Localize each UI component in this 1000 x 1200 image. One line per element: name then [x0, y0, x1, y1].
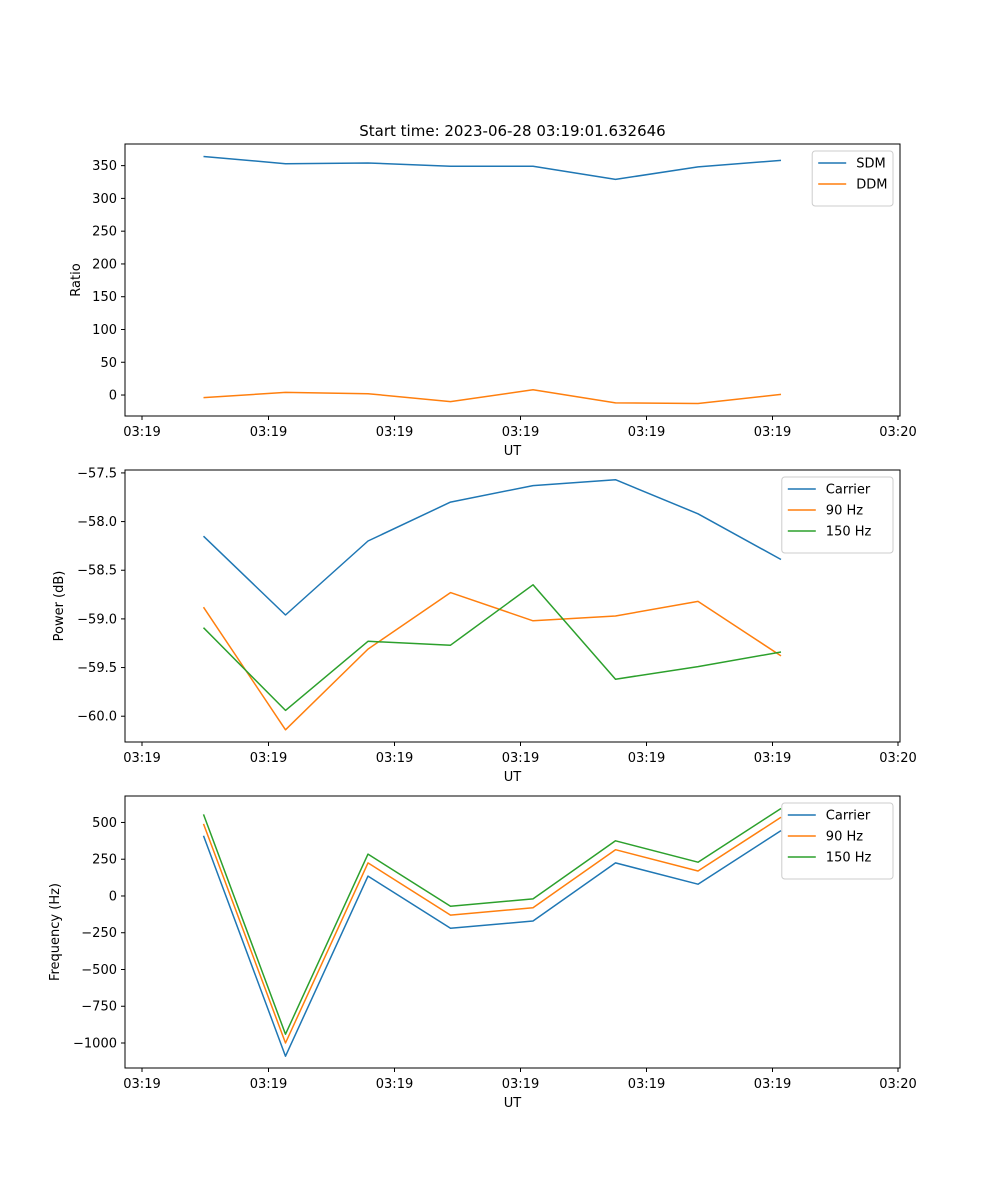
y-tick-label: 50	[100, 356, 117, 371]
x-tick-label: 03:19	[376, 1077, 413, 1092]
y-tick-label: −57.5	[77, 466, 117, 481]
panel-frequency: 03:19 03:19 03:19 03:19 03:19 03:19 03:20 −1000…	[48, 795, 917, 1111]
series-line-90-hz	[202, 591, 782, 731]
x-tick-label: 03:19	[628, 751, 665, 766]
axes-frame	[124, 795, 901, 1069]
legend: Carrier 90 Hz 150 Hz	[781, 802, 894, 880]
x-tick-label: 03:19	[250, 751, 287, 766]
panel-ratio: 03:19 03:19 03:19 03:19 03:19 03:19 03:20 0 50 10…	[69, 143, 917, 459]
x-tick-label: 03:19	[754, 751, 791, 766]
legend-box	[781, 802, 894, 880]
panel-power: 03:19 03:19 03:19 03:19 03:19 03:19 03:20 −60.0…	[52, 466, 917, 785]
y-tick-label: −59.0	[77, 612, 117, 627]
chart-title: Start time: 2023-06-28 03:19:01.632646	[359, 122, 665, 140]
y-tick-label: −750	[81, 1000, 117, 1015]
axes-frame	[124, 469, 901, 743]
series-line-carrier	[202, 478, 782, 616]
x-axis-label: UT	[504, 770, 522, 785]
x-tick-label: 03:20	[879, 751, 916, 766]
x-tick-label: 03:19	[502, 425, 539, 440]
y-axis-label: Ratio	[69, 263, 84, 296]
legend-box	[811, 150, 894, 207]
x-tick-label: 03:19	[250, 1077, 287, 1092]
x-tick-label: 03:19	[376, 751, 413, 766]
legend-label: SDM	[856, 157, 885, 172]
x-tick-label: 03:19	[502, 751, 539, 766]
legend-label: DDM	[856, 178, 887, 193]
x-axis-label: UT	[504, 1096, 522, 1111]
y-tick-label: 250	[92, 853, 117, 868]
y-tick-label: 350	[92, 159, 117, 174]
legend-box	[781, 476, 894, 554]
axes-frame	[124, 143, 901, 417]
legend: Carrier 90 Hz 150 Hz	[781, 476, 894, 554]
x-tick-label: 03:19	[376, 425, 413, 440]
x-tick-label: 03:19	[628, 425, 665, 440]
y-tick-label: −250	[81, 926, 117, 941]
y-tick-label: 150	[92, 290, 117, 305]
x-axis-label: UT	[504, 444, 522, 459]
series-line-carrier	[202, 829, 782, 1057]
y-tick-label: 0	[109, 889, 117, 904]
legend-label: 150 Hz	[826, 851, 872, 866]
legend-label: 90 Hz	[826, 504, 863, 519]
legend-label: 90 Hz	[826, 830, 863, 845]
y-tick-label: 500	[92, 816, 117, 831]
series-line-ddm	[203, 389, 782, 405]
series-line-150-hz	[202, 584, 782, 712]
x-tick-label: 03:19	[754, 425, 791, 440]
x-tick-label: 03:19	[502, 1077, 539, 1092]
y-tick-label: −1000	[73, 1037, 117, 1052]
legend: SDM DDM	[811, 150, 894, 207]
y-tick-label: −58.0	[77, 515, 117, 530]
y-tick-label: 0	[109, 389, 117, 404]
x-tick-label: 03:19	[250, 425, 287, 440]
x-tick-label: 03:19	[123, 1077, 160, 1092]
x-tick-label: 03:19	[628, 1077, 665, 1092]
y-tick-label: −500	[81, 963, 117, 978]
x-tick-label: 03:19	[123, 751, 160, 766]
y-tick-label: 300	[92, 192, 117, 207]
series-line-sdm	[203, 155, 782, 181]
y-tick-label: 100	[92, 323, 117, 338]
y-axis-label: Frequency (Hz)	[48, 883, 63, 981]
x-tick-label: 03:20	[879, 1077, 916, 1092]
y-tick-label: 250	[92, 225, 117, 240]
y-axis-label: Power (dB)	[52, 571, 67, 642]
legend-label: 150 Hz	[826, 525, 872, 540]
x-tick-label: 03:20	[879, 425, 916, 440]
x-tick-label: 03:19	[754, 1077, 791, 1092]
x-tick-label: 03:19	[123, 425, 160, 440]
legend-label: Carrier	[826, 483, 871, 498]
series-line-150-hz	[202, 807, 782, 1035]
series-line-90-hz	[202, 816, 782, 1044]
y-tick-label: −60.0	[77, 710, 117, 725]
y-tick-label: 200	[92, 257, 117, 272]
legend-label: Carrier	[826, 809, 871, 824]
y-tick-label: −59.5	[77, 661, 117, 676]
panels: 03:19 03:19 03:19 03:19 03:19 03:19 03:20 0 50 10…	[48, 143, 917, 1111]
y-tick-label: −58.5	[77, 564, 117, 579]
